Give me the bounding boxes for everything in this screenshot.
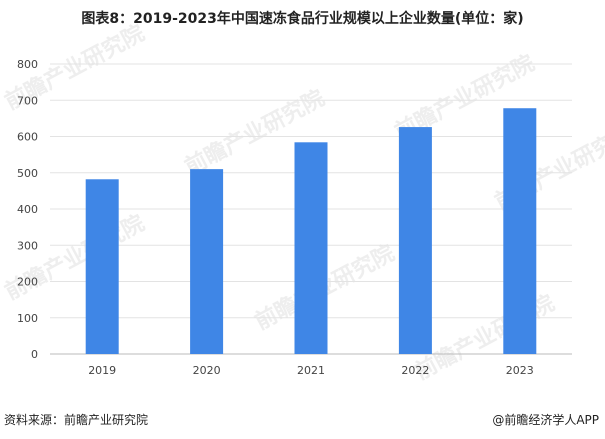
bar-2019 bbox=[85, 179, 119, 354]
chart-title: 图表8：2019-2023年中国速冻食品行业规模以上企业数量(单位：家) bbox=[81, 11, 524, 27]
watermark-text: 前瞻产业研究院 bbox=[1, 210, 149, 305]
x-tick-label: 2023 bbox=[506, 364, 534, 377]
y-tick-label: 200 bbox=[17, 276, 38, 289]
bar-2021 bbox=[294, 142, 328, 354]
watermark-text: 前瞻产业研究院 bbox=[411, 290, 559, 385]
source-note: 资料来源：前瞻产业研究院 bbox=[4, 413, 149, 427]
y-tick-label: 300 bbox=[17, 239, 38, 252]
y-tick-label: 0 bbox=[31, 348, 38, 361]
x-tick-label: 2021 bbox=[297, 364, 325, 377]
x-tick-label: 2019 bbox=[88, 364, 116, 377]
bar-2023 bbox=[503, 108, 537, 354]
y-tick-label: 500 bbox=[17, 167, 38, 180]
y-tick-label: 400 bbox=[17, 203, 38, 216]
y-tick-label: 600 bbox=[17, 131, 38, 144]
x-tick-label: 2020 bbox=[193, 364, 221, 377]
bar-2020 bbox=[190, 169, 224, 354]
y-tick-label: 700 bbox=[17, 94, 38, 107]
credit-note: @前瞻经济学人APP bbox=[492, 413, 599, 427]
x-tick-label: 2022 bbox=[401, 364, 429, 377]
bar-2022 bbox=[398, 127, 432, 354]
y-tick-label: 800 bbox=[17, 58, 38, 71]
y-tick-label: 100 bbox=[17, 312, 38, 325]
